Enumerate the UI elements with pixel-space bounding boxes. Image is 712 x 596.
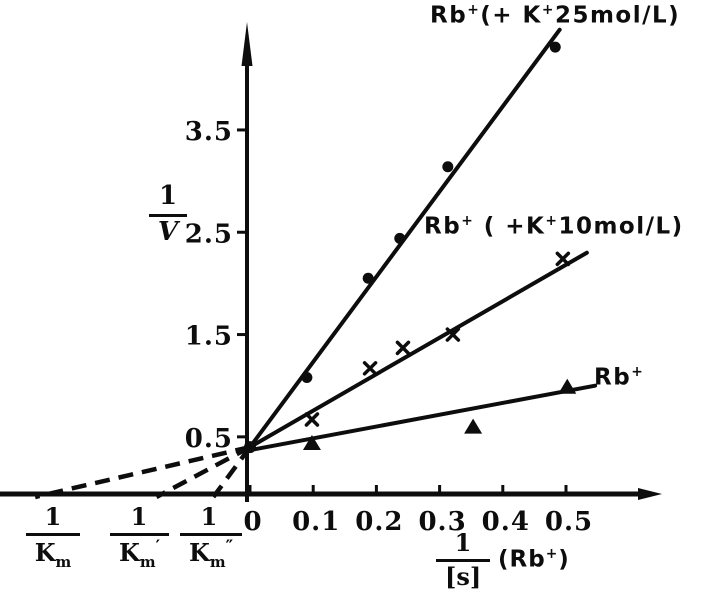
km1-subscript: m [55,552,72,571]
series-label-rb: Rb+ [594,364,645,391]
km2-subscript: m [139,552,156,571]
km2-numerator: 1 [130,502,148,531]
series-line-3 [248,383,598,453]
km3-numerator: 1 [200,502,218,531]
x-tick-label: 0.4 [482,507,530,537]
data-point-x [445,327,461,342]
km3-prime: ″ [225,535,234,556]
km1-symbol: K [34,537,56,567]
y-axis-label-numerator: 1 [158,181,178,211]
x-tick-label: 0.2 [355,507,403,537]
data-point-triangle [558,378,577,394]
y-tick-label: 1.5 [185,322,233,352]
km-extrapolation-dash-1 [34,444,251,500]
km-label-1: 1 Km [24,503,82,570]
km2-prime: ′ [155,535,161,556]
data-point-x [555,251,571,267]
y-tick-label: 2.5 [185,219,233,249]
x-axis-label-denominator: [s] [436,558,491,591]
x-axis-arrowhead [638,488,662,500]
data-point-circle [362,272,374,284]
km2-denominator: Km′ [110,532,170,571]
km-extrapolation-dash-3 [211,445,252,499]
x-tick-label: 0.5 [545,507,593,537]
data-point-triangle [464,418,483,434]
x-axis-label: 1 [s] (Rb+) [436,529,570,590]
km1-numerator: 1 [44,502,62,531]
y-tick-label: 0.5 [185,424,233,454]
x-tick-label: 0 [243,507,262,537]
data-point-triangle [302,434,321,450]
x-tick-label: 0.1 [292,507,340,537]
x-axis-label-numerator: 1 [454,528,472,557]
data-point-circle [394,232,406,244]
data-point-circle [442,161,454,173]
x-axis-fraction: 1 [s] [436,528,491,591]
km-extrapolation-dash-2 [155,445,252,499]
y-tick-label: 3.5 [185,117,233,147]
series-label-k25: Rb+(+ K+25mol/L) [430,2,681,29]
km2-symbol: K [119,537,140,567]
data-point-x [395,340,411,356]
data-point-x [304,412,320,427]
km3-subscript: m [209,552,226,571]
data-point-circle [549,41,561,53]
y-axis-label: 1 V [142,181,194,248]
km-label-2: 1 Km′ [110,502,170,571]
km3-denominator: Km″ [180,532,243,571]
km-label-3: 1 Km″ [180,502,243,570]
data-point-x [362,361,378,376]
km1-denominator: Km [25,532,81,571]
x-axis-suffix: (Rb+) [498,546,570,573]
convergence-point [244,441,256,454]
series-label-k10: Rb+ ( +K+10mol/L) [424,213,684,240]
x-tick-label: 0.3 [418,507,466,537]
km3-symbol: K [189,537,210,567]
data-point-circle [301,372,313,384]
y-axis-arrowhead [241,22,253,66]
y-axis-label-denominator: V [148,213,188,248]
